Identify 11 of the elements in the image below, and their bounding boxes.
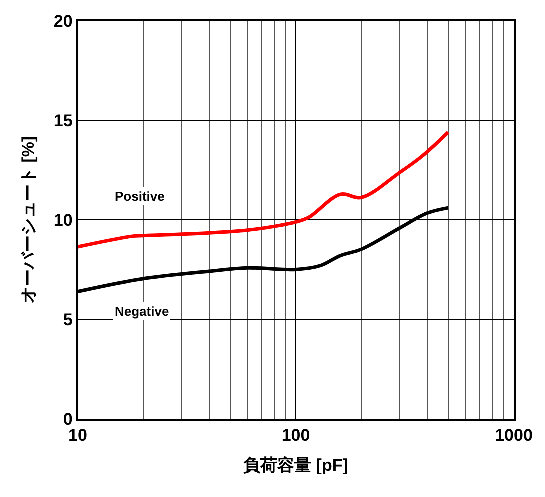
x-axis-title: 負荷容量 [pF] — [244, 456, 348, 476]
x-tick-label: 1000 — [495, 426, 533, 446]
text: Positive — [115, 189, 165, 204]
y-tick-label: 5 — [63, 310, 73, 330]
y-tick-label: 15 — [54, 111, 73, 130]
series-label: Negative — [115, 304, 170, 319]
y-tick-label: 10 — [54, 210, 73, 230]
y-tick-label: 0 — [63, 410, 73, 429]
y-axis-title: オーバーシュート [%] — [18, 136, 38, 304]
x-tick-label: 100 — [282, 426, 310, 446]
y-tick-label: 20 — [54, 12, 73, 31]
